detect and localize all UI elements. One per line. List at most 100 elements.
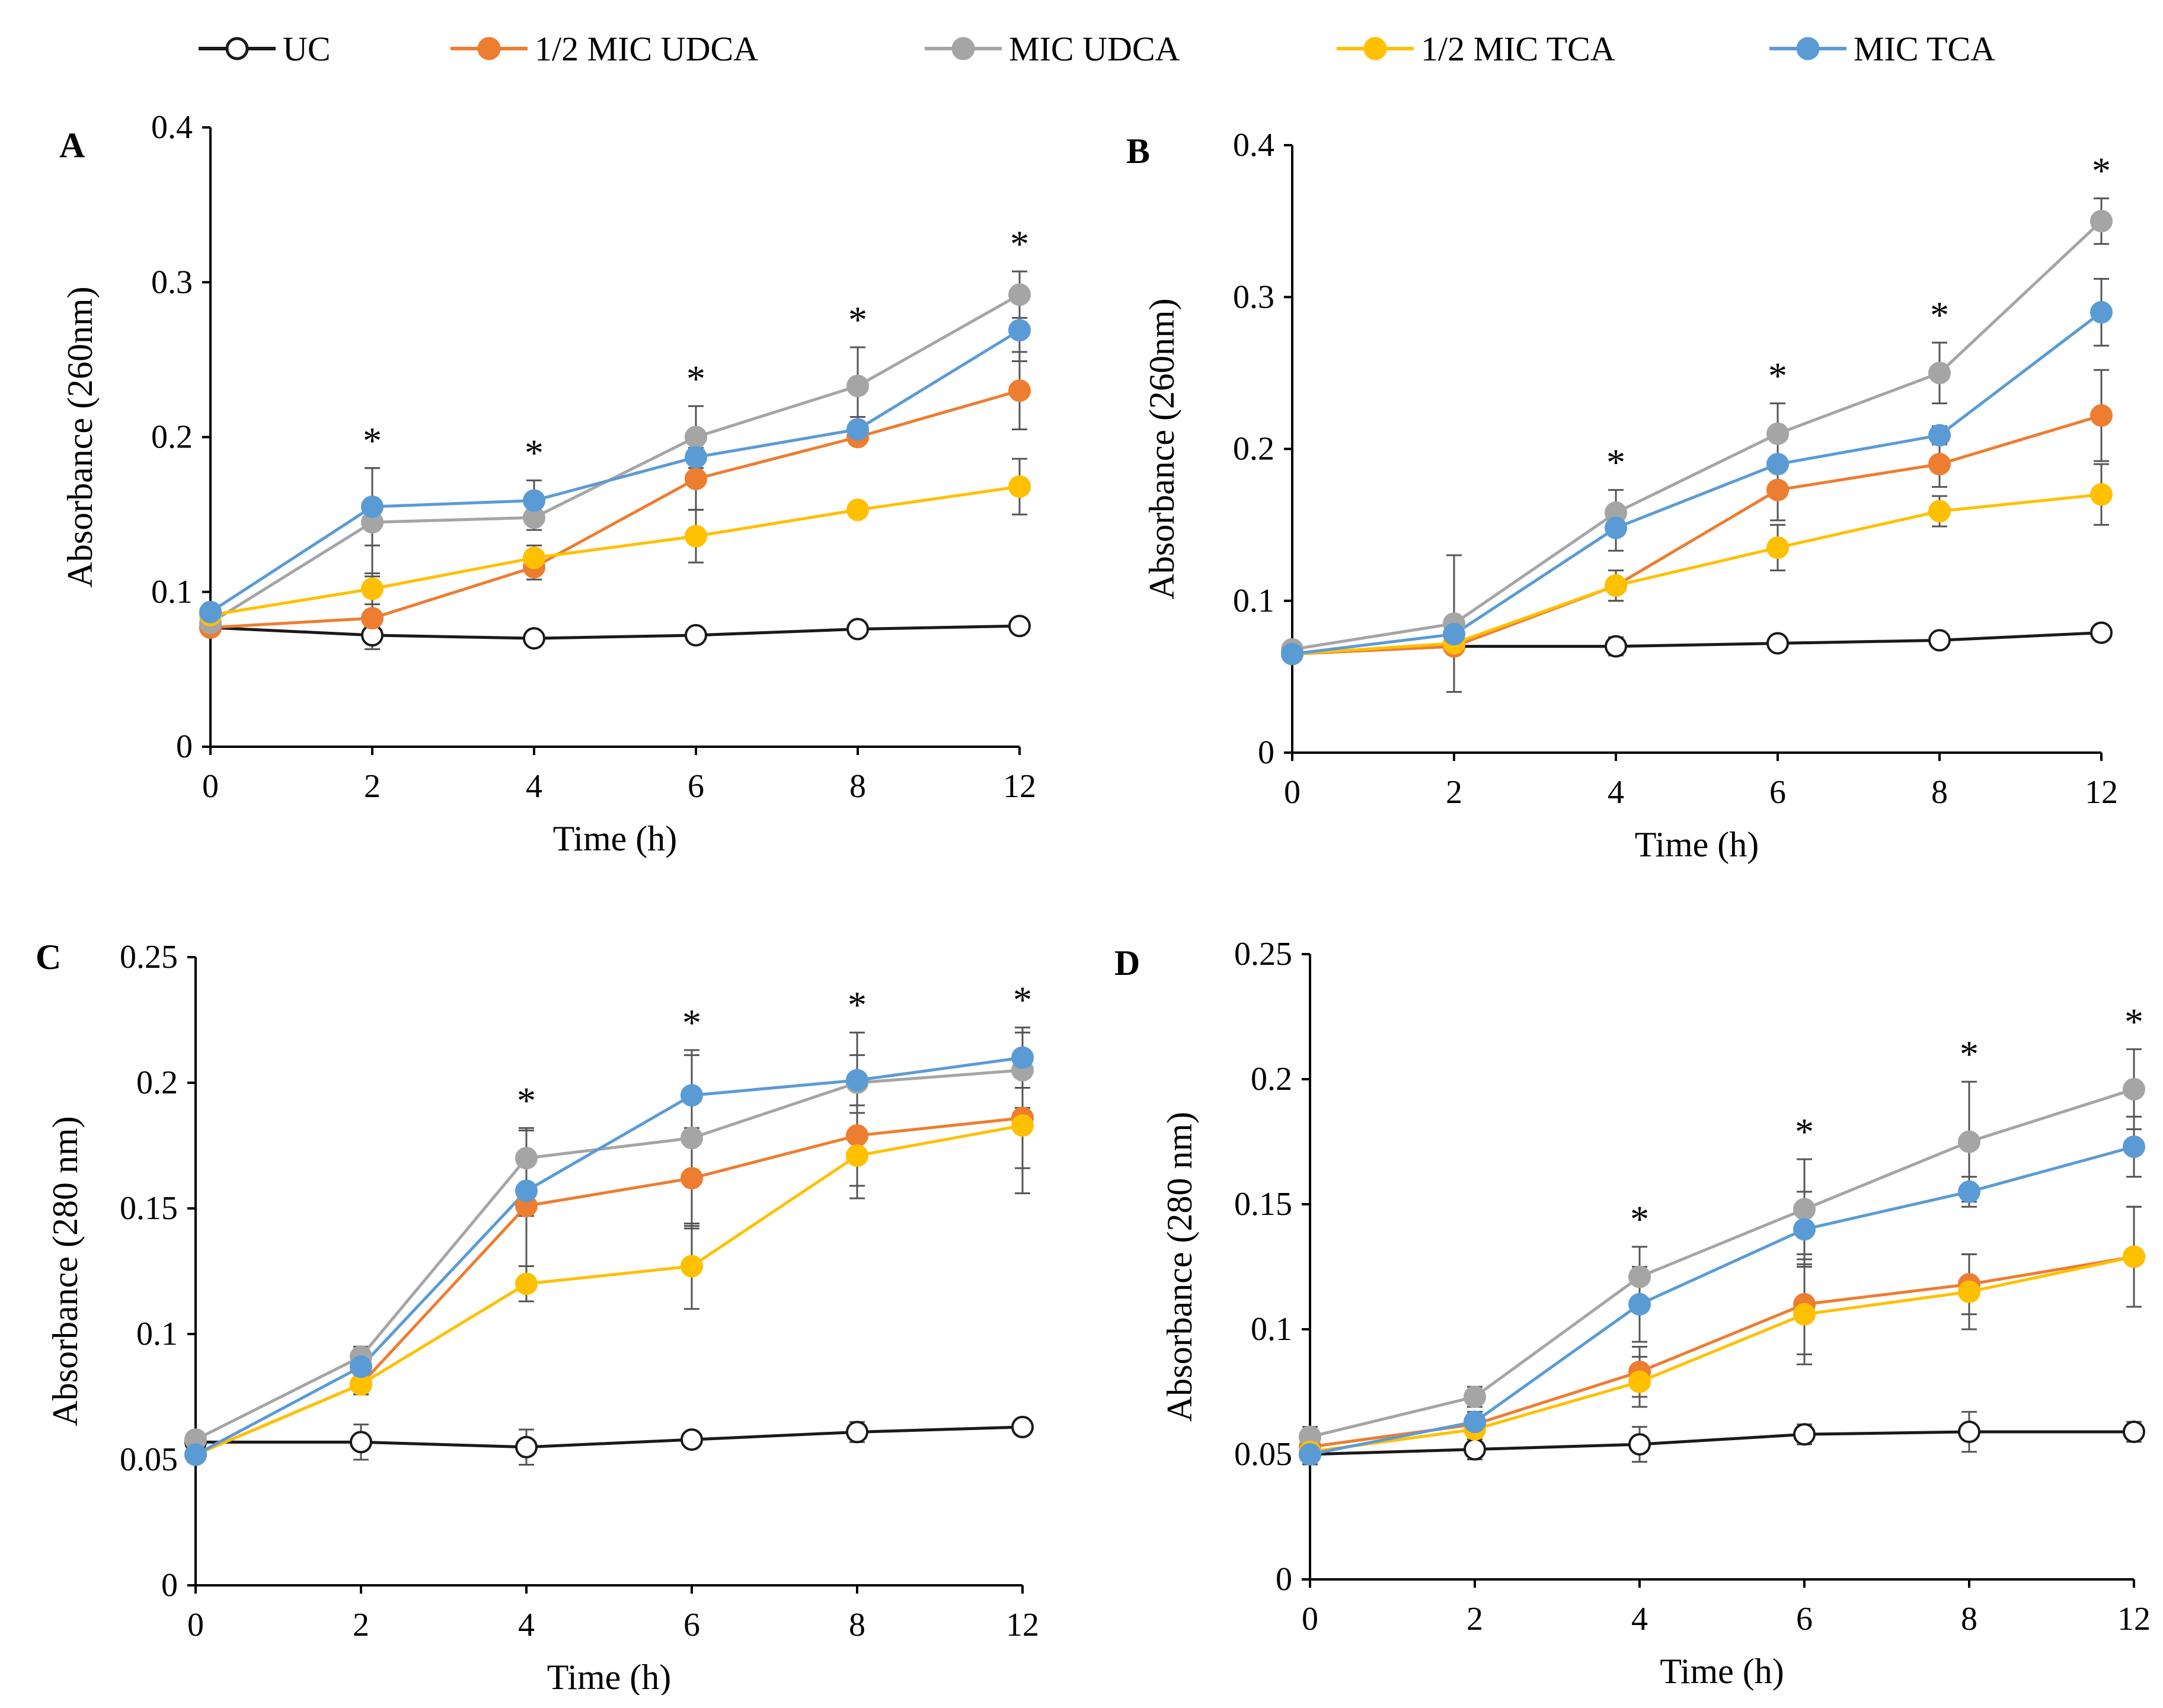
data-point-1-2-mic-tca-b: [2090, 483, 2113, 506]
significance-star-c: *: [682, 1002, 701, 1044]
x-tick-label-a: 4: [526, 768, 542, 805]
data-point-mic-tca-b: [1443, 623, 1465, 646]
data-point-mic-tca-b: [1766, 453, 1789, 476]
y-tick-label-a: 0.4: [151, 109, 193, 146]
data-point-mic-udca-a: [1008, 283, 1031, 306]
data-point-uc-a: [1008, 615, 1031, 638]
significance-star-d: *: [1960, 1033, 1979, 1075]
series-line-mic-udca-a: [209, 293, 1021, 625]
legend-svg: UC 1/2 MIC UDCA MIC UDCA 1/2 MIC TCA MIC TCA: [199, 30, 1995, 68]
series-line-uc-b: [1292, 631, 2102, 655]
panel-label-c: C: [36, 938, 61, 977]
series-line-mic-tca-b: [1292, 311, 2103, 655]
data-point-1-2-mic-tca-d: [1628, 1370, 1651, 1393]
x-tick-label-d: 8: [1961, 1601, 1977, 1637]
data-point-mic-tca-c: [184, 1443, 207, 1466]
data-point-1-2-mic-udca-b: [1928, 453, 1951, 476]
chart-panel-b: B 0 0.1 0.2 0.3 0.4 0 2 4 6 8 12 Time (h) Absorbance …: [1114, 101, 2163, 942]
series-line-1-2-mic-udca-d: [1309, 1255, 2135, 1448]
data-point-1-2-mic-udca-b: [1766, 478, 1789, 501]
y-tick-label-a: 0.1: [151, 574, 193, 610]
x-tick-label-d: 4: [1631, 1601, 1648, 1637]
chart-panel-d: D 0 0.05 0.1 0.15 0.2 0.25 0 2 4 6 8 12 Time (h) Absor…: [1114, 853, 2163, 1695]
data-point-mic-tca-b: [2090, 300, 2113, 324]
series-line-mic-udca-b: [1292, 220, 2103, 651]
significance-star-c: *: [1013, 979, 1032, 1021]
data-point-uc-a: [523, 627, 545, 650]
chart-c-svg: C 0 0.05 0.1 0.15 0.2 0.25 0 2 4 6 8 12 Time (h) Absor…: [36, 938, 1039, 1695]
x-tick-label-a: 6: [688, 768, 704, 805]
significance-star-a: *: [686, 357, 705, 399]
series-line-mic-tca-d: [1309, 1145, 2135, 1456]
x-axis-title-c: Time (h): [547, 1658, 671, 1695]
x-tick-label-c: 8: [849, 1607, 865, 1643]
y-tick-label-d: 0.15: [1234, 1186, 1292, 1223]
data-point-1-2-mic-tca-d: [2123, 1245, 2145, 1268]
data-point-uc-b: [2090, 621, 2113, 644]
x-tick-label-b: 2: [1446, 774, 1462, 811]
data-point-mic-udca-b: [1766, 422, 1789, 445]
y-axis-title-c: Absorbance (280 nm): [46, 1116, 85, 1426]
legend-marker-mic-udca: [951, 37, 975, 60]
x-tick-label-d: 12: [2117, 1601, 2151, 1637]
data-point-mic-udca-d: [1793, 1198, 1816, 1221]
data-point-mic-udca-c: [680, 1127, 703, 1150]
data-point-uc-a: [846, 618, 869, 641]
data-point-uc-b: [1766, 632, 1789, 655]
data-point-mic-tca-a: [1008, 319, 1031, 342]
x-tick-label-b: 8: [1931, 774, 1948, 811]
y-tick-label-b: 0: [1258, 734, 1274, 771]
data-point-mic-tca-c: [680, 1084, 703, 1107]
data-point-uc-b: [1605, 635, 1627, 658]
significance-star-b: *: [1930, 294, 1949, 336]
panel-label-d: D: [1114, 943, 1140, 983]
data-point-uc-d: [1464, 1438, 1486, 1461]
y-tick-label-c: 0.2: [136, 1064, 178, 1101]
significance-star-a: *: [363, 420, 382, 462]
x-tick-label-a: 12: [1003, 768, 1036, 805]
data-point-mic-tca-d: [1793, 1218, 1816, 1241]
chart-a-svg: A 0 0.1 0.2 0.3 0.4 0 2 4 6 8 12 Time (h) Absorbance …: [59, 109, 1036, 858]
x-tick-label-c: 4: [518, 1607, 535, 1643]
y-tick-label-d: 0.05: [1234, 1436, 1292, 1473]
data-point-1-2-mic-udca-a: [1008, 379, 1031, 402]
legend-label-mic-tca: MIC TCA: [1854, 30, 1995, 68]
x-tick-label-c: 2: [353, 1607, 369, 1643]
series-line-1-2-mic-udca-a: [210, 389, 1020, 629]
data-point-mic-tca-d: [1958, 1180, 1980, 1203]
panel-label-b: B: [1126, 132, 1150, 171]
x-axis-title-a: Time (h): [553, 819, 677, 858]
y-tick-label-b: 0.2: [1233, 431, 1274, 468]
chart-d-svg: D 0 0.05 0.1 0.15 0.2 0.25 0 2 4 6 8 12 Time (h) Absor…: [1114, 936, 2151, 1691]
x-axis-title-b: Time (h): [1635, 825, 1759, 864]
x-tick-label-b: 12: [2085, 774, 2118, 811]
y-axis-title-d: Absorbance (280 nm): [1160, 1112, 1199, 1422]
panel-label-a: A: [59, 126, 85, 165]
series-line-mic-udca-d: [1309, 1088, 2135, 1438]
y-tick-label-c: 0.25: [120, 939, 178, 975]
data-point-uc-d: [1628, 1433, 1651, 1456]
legend-marker-uc: [225, 37, 249, 60]
data-point-1-2-mic-tca-a: [846, 498, 869, 522]
x-tick-label-a: 0: [202, 768, 219, 805]
data-point-mic-tca-c: [1011, 1046, 1034, 1069]
y-axis-title-b: Absorbance (260nm): [1142, 298, 1181, 599]
data-point-mic-tca-c: [515, 1179, 538, 1202]
data-point-1-2-mic-tca-b: [1605, 574, 1627, 597]
data-point-1-2-mic-tca-c: [680, 1255, 703, 1278]
data-point-uc-c: [350, 1431, 372, 1454]
y-tick-label-d: 0.1: [1251, 1311, 1292, 1348]
significance-star-c: *: [517, 1079, 536, 1121]
y-tick-label-b: 0.1: [1233, 583, 1274, 619]
significance-star-b: *: [1768, 355, 1787, 397]
data-point-1-2-mic-tca-d: [1958, 1280, 1980, 1303]
chart-panel-c: C 0 0.05 0.1 0.15 0.2 0.25 0 2 4 6 8 12 Time (h) Absor…: [36, 853, 1114, 1695]
data-point-mic-tca-a: [199, 600, 222, 623]
data-point-mic-tca-b: [1605, 516, 1627, 539]
y-tick-label-c: 0.1: [136, 1316, 178, 1352]
y-tick-label-d: 0: [1276, 1561, 1292, 1598]
series-line-uc-a: [210, 624, 1020, 640]
y-axis-title-a: Absorbance (260nm): [60, 286, 100, 587]
data-point-mic-tca-a: [523, 489, 545, 512]
data-point-1-2-mic-tca-d: [1793, 1303, 1816, 1326]
